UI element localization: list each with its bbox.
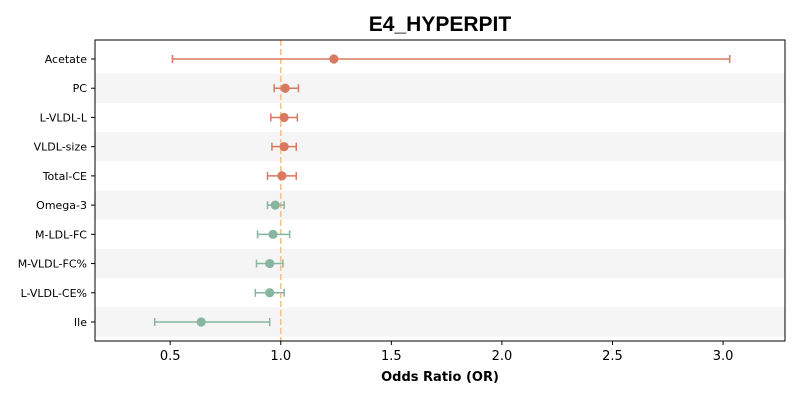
y-tick-label: L-VLDL-L: [40, 111, 88, 124]
chart-title: E4_HYPERPIT: [369, 13, 512, 36]
y-tick-label: VLDL-size: [34, 141, 88, 154]
odds-ratio-point: [280, 83, 290, 93]
odds-ratio-point: [196, 317, 206, 327]
plot-frame: [94, 39, 786, 342]
odds-ratio-point: [268, 229, 278, 239]
y-tick-label: M-LDL-FC: [35, 228, 87, 241]
x-axis-label: Odds Ratio (OR): [381, 370, 499, 385]
x-tick-label: 1.5: [381, 349, 402, 364]
odds-ratio-point: [279, 142, 289, 152]
row-band: [95, 190, 785, 220]
y-tick-label: Total-CE: [42, 170, 87, 183]
odds-ratio-point: [329, 54, 339, 64]
x-tick-label: 2.5: [602, 349, 623, 364]
x-tick-label: 0.5: [160, 349, 181, 364]
odds-ratio-point: [265, 288, 275, 298]
odds-ratio-point: [279, 112, 289, 123]
x-axis: 0.5 1.0 1.5 2.0 2.5 3.0: [160, 341, 734, 364]
y-axis: Acetate PC L-VLDL-L VLDL-size Total-CE Omega-…: [18, 53, 95, 329]
y-tick-label: Ile: [74, 316, 87, 329]
x-tick-label: 3.0: [713, 349, 734, 364]
x-tick-label: 1.0: [270, 349, 291, 364]
odds-ratio-point: [265, 258, 275, 269]
row-band: [95, 132, 785, 162]
y-tick-label: Omega-3: [36, 199, 87, 212]
x-tick-label: 2.0: [492, 349, 513, 364]
y-tick-label: L-VLDL-CE%: [21, 287, 87, 300]
y-tick-label: M-VLDL-FC%: [18, 258, 87, 271]
data-marks: [153, 54, 731, 327]
row-bands: [95, 73, 785, 337]
row-band: [95, 248, 785, 279]
odds-ratio-point: [277, 171, 287, 181]
y-tick-label: Acetate: [45, 53, 88, 66]
odds-ratio-point: [270, 200, 280, 210]
row-band: [95, 73, 785, 103]
y-tick-label: PC: [73, 82, 88, 95]
